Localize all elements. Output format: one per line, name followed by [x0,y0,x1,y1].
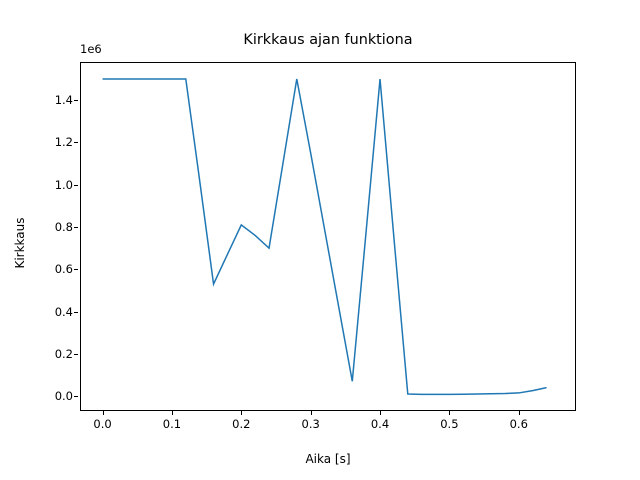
y-tick-mark [74,311,78,313]
y-tick-mark [74,269,78,271]
y-tick-label: 1.4 [54,93,73,108]
y-axis-offset-label: 1e6 [80,42,102,56]
y-tick-mark [74,142,78,144]
x-tick-mark [380,411,382,415]
x-tick-label: 0.4 [370,417,390,431]
x-axis-label: Aika [s] [305,452,351,466]
y-tick-mark [74,100,78,102]
x-tick-label: 0.1 [162,417,182,431]
y-tick-mark [74,184,78,186]
plot-frame [80,62,576,411]
x-tick-mark [310,411,312,415]
y-tick-label: 1.0 [54,177,73,192]
x-tick-label: 0.0 [93,417,112,431]
y-tick-label: 0.2 [54,346,73,361]
x-tick-label: 0.3 [301,417,320,431]
y-tick-label: 1.2 [54,135,73,150]
plot-canvas [102,78,547,396]
y-tick-label: 0.8 [54,219,73,234]
y-tick-label: 0.0 [54,389,73,404]
chart-title: Kirkkaus ajan funktiona [243,32,413,48]
x-tick-label: 0.6 [509,417,528,431]
y-tick-label: 0.6 [54,262,73,277]
y-tick-mark [74,226,78,228]
y-tick-mark [74,353,78,355]
x-tick-mark [241,411,243,415]
y-tick-mark [74,396,78,398]
x-tick-mark [518,411,520,415]
x-tick-mark [171,411,173,415]
x-tick-label: 0.5 [440,417,459,431]
x-tick-mark [102,411,104,415]
data-series-line [102,78,547,396]
x-tick-label: 0.2 [232,417,251,431]
y-tick-label: 0.4 [54,304,73,319]
x-tick-mark [449,411,451,415]
y-axis-label: Kirkkaus [13,217,27,269]
